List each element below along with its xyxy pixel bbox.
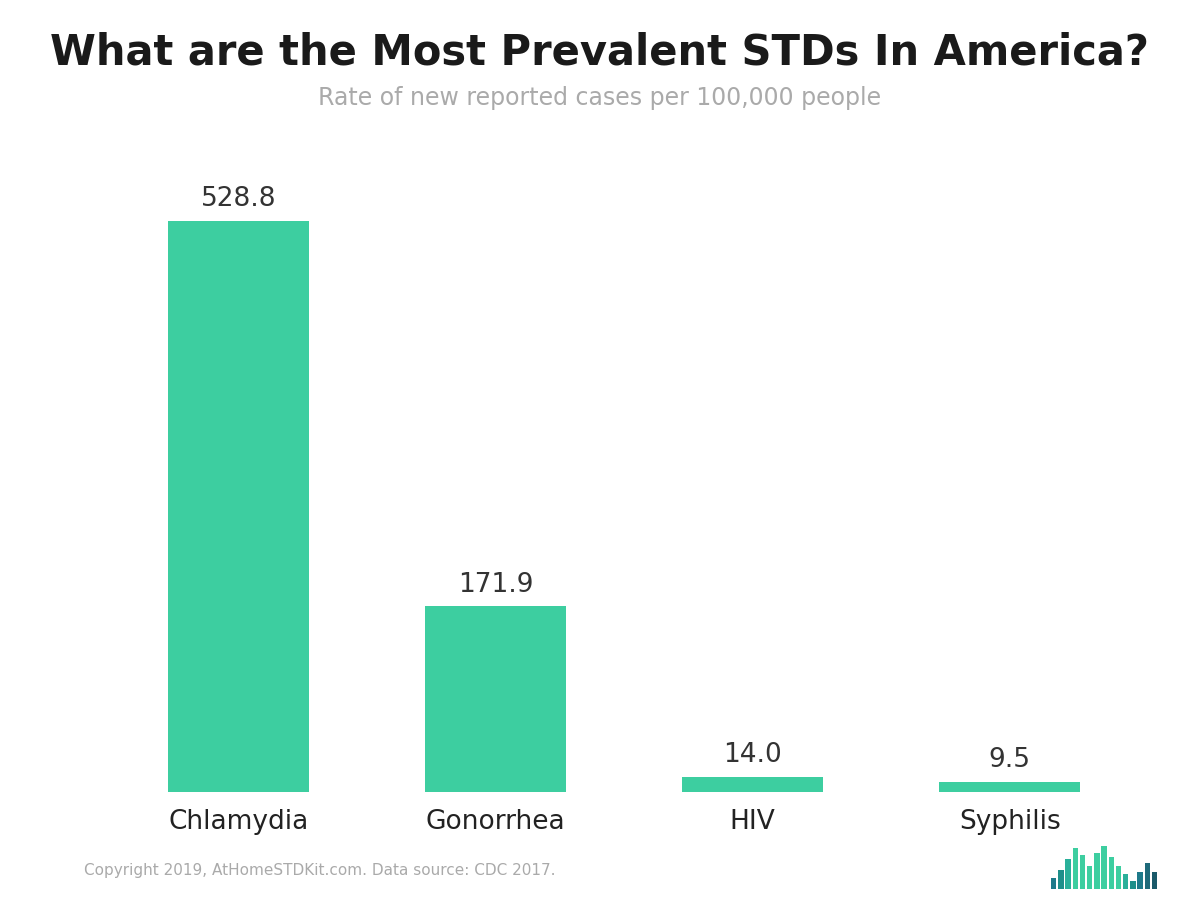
Bar [1145, 863, 1150, 889]
Bar [1094, 852, 1099, 889]
Bar [940, 782, 1080, 792]
Bar [1066, 860, 1070, 889]
Bar [1087, 866, 1092, 889]
Text: 9.5: 9.5 [989, 747, 1031, 773]
Bar [168, 220, 310, 792]
Bar [1130, 880, 1135, 889]
Bar [1123, 874, 1128, 889]
Text: 528.8: 528.8 [200, 186, 276, 212]
Text: What are the Most Prevalent STDs In America?: What are the Most Prevalent STDs In Amer… [50, 32, 1150, 74]
Text: 14.0: 14.0 [724, 742, 782, 769]
Bar [1058, 869, 1063, 889]
Bar [1109, 857, 1114, 889]
Text: 171.9: 171.9 [457, 572, 533, 598]
Bar [425, 607, 566, 792]
Bar [1051, 878, 1056, 889]
Bar [1073, 849, 1078, 889]
Bar [682, 777, 823, 792]
Bar [1152, 872, 1157, 889]
Bar [1102, 846, 1106, 889]
Bar [1080, 855, 1085, 889]
Bar [1138, 872, 1142, 889]
Bar [1116, 866, 1121, 889]
Text: Rate of new reported cases per 100,000 people: Rate of new reported cases per 100,000 p… [318, 86, 882, 110]
Text: Copyright 2019, AtHomeSTDKit.com. Data source: CDC 2017.: Copyright 2019, AtHomeSTDKit.com. Data s… [84, 862, 556, 878]
